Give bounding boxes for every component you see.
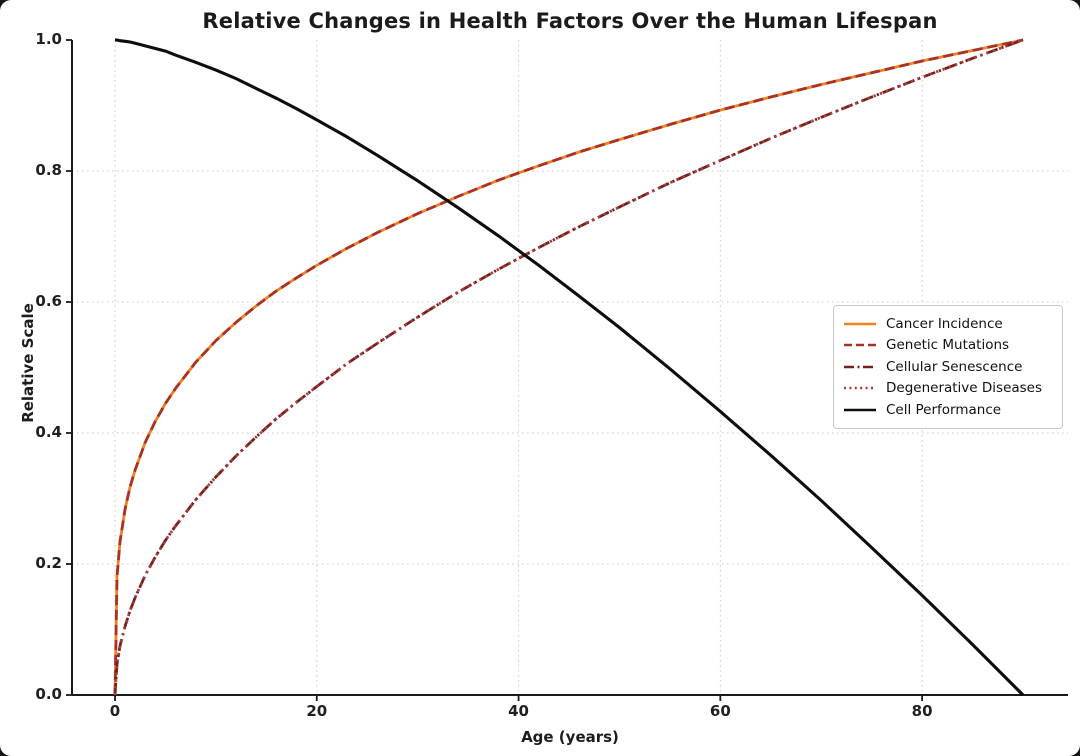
x-axis-label: Age (years)	[521, 728, 619, 746]
y-tick-label: 0.2	[35, 554, 62, 572]
legend: Cancer Incidence Genetic Mutations Cellula…	[833, 305, 1063, 429]
legend-label: Degenerative Diseases	[886, 380, 1043, 397]
legend-item: Degenerative Diseases	[843, 378, 1052, 400]
x-tick-label: 60	[709, 702, 731, 720]
series-line-degenerative-diseases	[113, 38, 1024, 696]
legend-label: Cellular Senescence	[886, 358, 1023, 375]
chart-title: Relative Changes in Health Factors Over …	[202, 9, 938, 33]
legend-line-swatch	[844, 365, 876, 369]
series-line-genetic-mutations	[113, 38, 1024, 696]
series-line-cellular-senescence	[113, 38, 1024, 696]
x-tick-label: 80	[911, 702, 933, 720]
legend-line-swatch	[844, 386, 876, 390]
series-line-cell-performance	[115, 38, 1025, 697]
legend-item: Cellular Senescence	[843, 356, 1052, 378]
y-tick-label: 0.6	[35, 292, 62, 310]
legend-line-swatch	[844, 343, 876, 347]
legend-label: Cell Performance	[886, 401, 1002, 418]
legend-label: Cancer Incidence	[886, 315, 1003, 332]
legend-label: Genetic Mutations	[886, 337, 1010, 354]
legend-item: Cancer Incidence	[843, 313, 1052, 335]
y-axis-label: Relative Scale	[19, 303, 37, 423]
legend-item: Cell Performance	[843, 399, 1052, 421]
legend-line-swatch	[844, 322, 876, 326]
y-tick-label: 0.0	[35, 685, 62, 703]
x-tick-label: 0	[109, 702, 121, 720]
x-tick-label: 40	[508, 702, 529, 720]
y-tick-label: 0.4	[35, 423, 62, 441]
legend-item: Genetic Mutations	[843, 335, 1052, 357]
y-tick-label: 0.8	[35, 161, 62, 179]
x-tick-label: 20	[306, 702, 328, 720]
y-tick-label: 1.0	[35, 30, 62, 48]
legend-line-swatch	[844, 408, 876, 412]
